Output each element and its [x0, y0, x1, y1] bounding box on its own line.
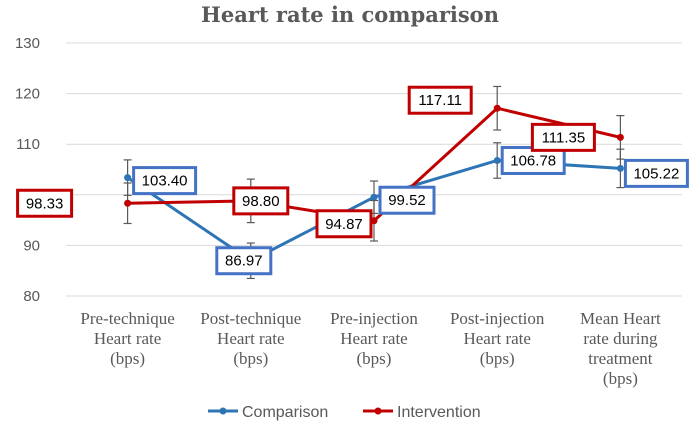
data-point: [493, 156, 501, 164]
data-point: [616, 164, 624, 172]
svg-text:106.78: 106.78: [510, 152, 556, 169]
legend: Comparison Intervention: [208, 404, 481, 421]
data-label-comparison: 99.52: [378, 185, 436, 215]
data-label-intervention: 117.11: [407, 85, 473, 115]
data-point: [124, 174, 132, 182]
svg-text:99.52: 99.52: [388, 192, 426, 209]
data-label-intervention: 94.87: [315, 209, 373, 239]
x-category-label: Pre-injection Heart rate (bps): [330, 309, 418, 368]
data-labels-layer: 103.40 86.97 99.52 106.78 105.22 98.33 98.80 94…: [16, 85, 689, 276]
data-label-comparison: 105.22: [623, 158, 689, 188]
series-layer: [123, 85, 625, 280]
data-point: [493, 104, 501, 112]
y-tick-label: 120: [15, 86, 40, 103]
svg-text:98.80: 98.80: [242, 193, 280, 210]
legend-item-comparison: Comparison: [208, 404, 328, 421]
x-category-label: Pre-technique Heart rate (bps): [80, 309, 174, 368]
data-label-intervention: 98.33: [16, 188, 74, 218]
data-point: [370, 193, 378, 201]
x-category-label: Post-technique Heart rate (bps): [200, 309, 301, 368]
svg-text:98.33: 98.33: [26, 195, 64, 212]
svg-text:103.40: 103.40: [142, 173, 188, 190]
y-tick-label: 90: [23, 237, 40, 254]
data-label-intervention: 98.80: [232, 186, 290, 216]
data-label-comparison: 103.40: [132, 166, 198, 196]
data-point: [124, 199, 132, 207]
data-label-comparison: 86.97: [215, 246, 273, 276]
data-point: [616, 133, 624, 141]
x-category-label: Post-injection Heart rate (bps): [450, 309, 545, 368]
svg-text:117.11: 117.11: [418, 92, 462, 109]
svg-text:105.22: 105.22: [633, 165, 679, 182]
y-tick-label: 130: [15, 35, 40, 52]
chart-title: Heart rate in comparison: [201, 2, 499, 27]
svg-text:Intervention: Intervention: [397, 404, 481, 421]
data-label-intervention: 111.35: [530, 122, 596, 152]
x-category-label: Mean Heart rate during treatment (bps): [580, 309, 661, 388]
x-axis-categories: Pre-technique Heart rate (bps) Post-techniq…: [80, 309, 661, 388]
y-tick-label: 80: [23, 288, 40, 305]
svg-text:86.97: 86.97: [225, 253, 263, 270]
y-tick-label: 110: [16, 136, 40, 153]
svg-text:94.87: 94.87: [325, 216, 363, 233]
y-axis-ticks: 8090100110120130: [15, 35, 40, 305]
svg-text:Comparison: Comparison: [242, 404, 328, 421]
svg-text:111.35: 111.35: [542, 129, 586, 146]
legend-item-intervention: Intervention: [363, 404, 481, 421]
